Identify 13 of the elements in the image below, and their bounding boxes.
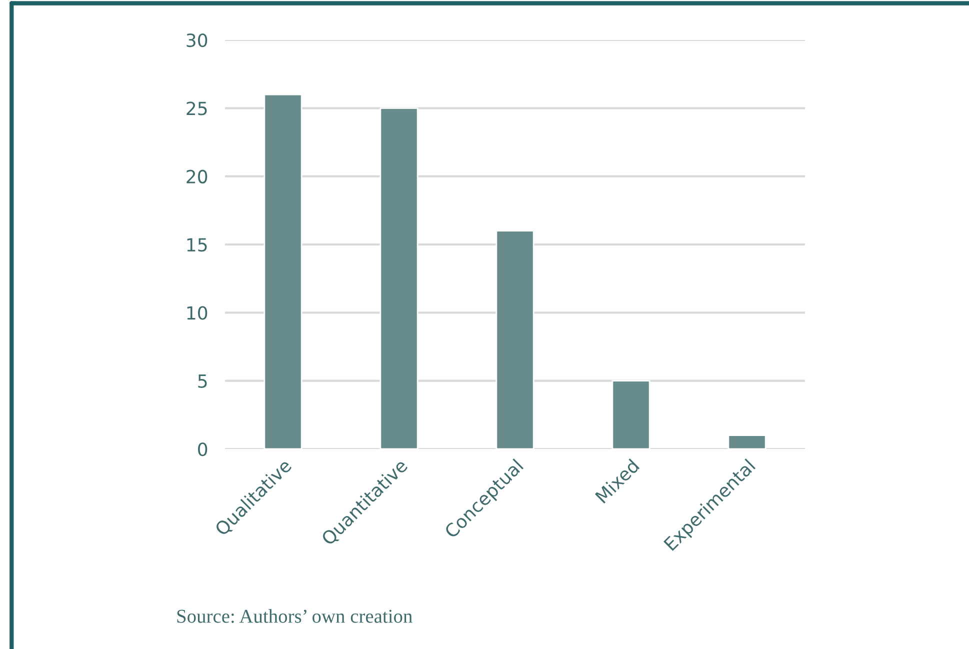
y-tick-label: 5: [198, 374, 207, 388]
bar: [380, 107, 418, 449]
bar: [612, 380, 650, 449]
y-tick-label: 20: [186, 170, 208, 184]
y-tick-label: 30: [186, 33, 208, 48]
y-tick-label: 10: [187, 306, 208, 320]
y-tick-label: 25: [186, 102, 207, 116]
bar: [728, 434, 766, 449]
bar: [264, 94, 302, 449]
source-note: Source: Authors’ own creation: [177, 609, 412, 623]
bar: [496, 230, 534, 449]
y-tick-label: 15: [187, 238, 207, 252]
y-tick-label: 0: [198, 442, 208, 456]
